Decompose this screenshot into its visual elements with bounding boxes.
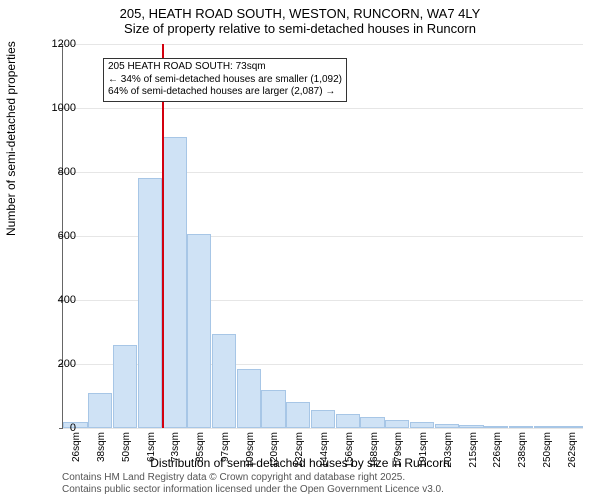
ytick-label: 200 — [58, 358, 76, 370]
x-axis-label: Distribution of semi-detached houses by … — [0, 456, 600, 470]
ytick-label: 800 — [58, 166, 76, 178]
histogram-bar — [360, 417, 384, 428]
histogram-bar — [311, 410, 335, 428]
footnote-line-2: Contains public sector information licen… — [62, 484, 444, 496]
histogram-bar — [459, 425, 483, 428]
histogram-bar — [113, 345, 137, 428]
grid-line — [63, 172, 583, 173]
chart-plot-area: 26sqm38sqm50sqm61sqm73sqm85sqm97sqm109sq… — [62, 44, 583, 429]
histogram-bar — [509, 426, 533, 428]
annotation-line: ← 34% of semi-detached houses are smalle… — [108, 74, 342, 87]
histogram-bar — [286, 402, 310, 428]
histogram-bar — [484, 426, 508, 428]
histogram-bar — [385, 420, 409, 428]
ytick-label: 600 — [58, 230, 76, 242]
annotation-line: 205 HEATH ROAD SOUTH: 73sqm — [108, 61, 342, 74]
histogram-bar — [558, 426, 582, 428]
histogram-bar — [212, 334, 236, 428]
ytick-label: 1000 — [52, 102, 76, 114]
grid-line — [63, 108, 583, 109]
histogram-bar — [162, 137, 186, 428]
title-line-2: Size of property relative to semi-detach… — [0, 21, 600, 40]
footnote: Contains HM Land Registry data © Crown c… — [62, 472, 444, 496]
y-axis-label: Number of semi-detached properties — [4, 41, 18, 236]
ytick-label: 400 — [58, 294, 76, 306]
histogram-bar — [336, 414, 360, 428]
histogram-bar — [261, 390, 285, 428]
ytick-label: 1200 — [52, 38, 76, 50]
title-line-1: 205, HEATH ROAD SOUTH, WESTON, RUNCORN, … — [0, 0, 600, 21]
grid-line — [63, 44, 583, 45]
histogram-bar — [138, 178, 162, 428]
histogram-bar — [534, 426, 558, 428]
grid-line — [63, 428, 583, 429]
highlighted-property-marker — [162, 44, 164, 428]
histogram-bar — [237, 369, 261, 428]
annotation-box: 205 HEATH ROAD SOUTH: 73sqm← 34% of semi… — [103, 58, 347, 102]
histogram-bar — [410, 422, 434, 428]
footnote-line-1: Contains HM Land Registry data © Crown c… — [62, 472, 444, 484]
histogram-bar — [88, 393, 112, 428]
ytick-label: 0 — [70, 422, 76, 434]
histogram-bar — [187, 234, 211, 428]
annotation-line: 64% of semi-detached houses are larger (… — [108, 86, 342, 99]
histogram-bar — [435, 424, 459, 428]
ytick-mark — [59, 428, 63, 429]
